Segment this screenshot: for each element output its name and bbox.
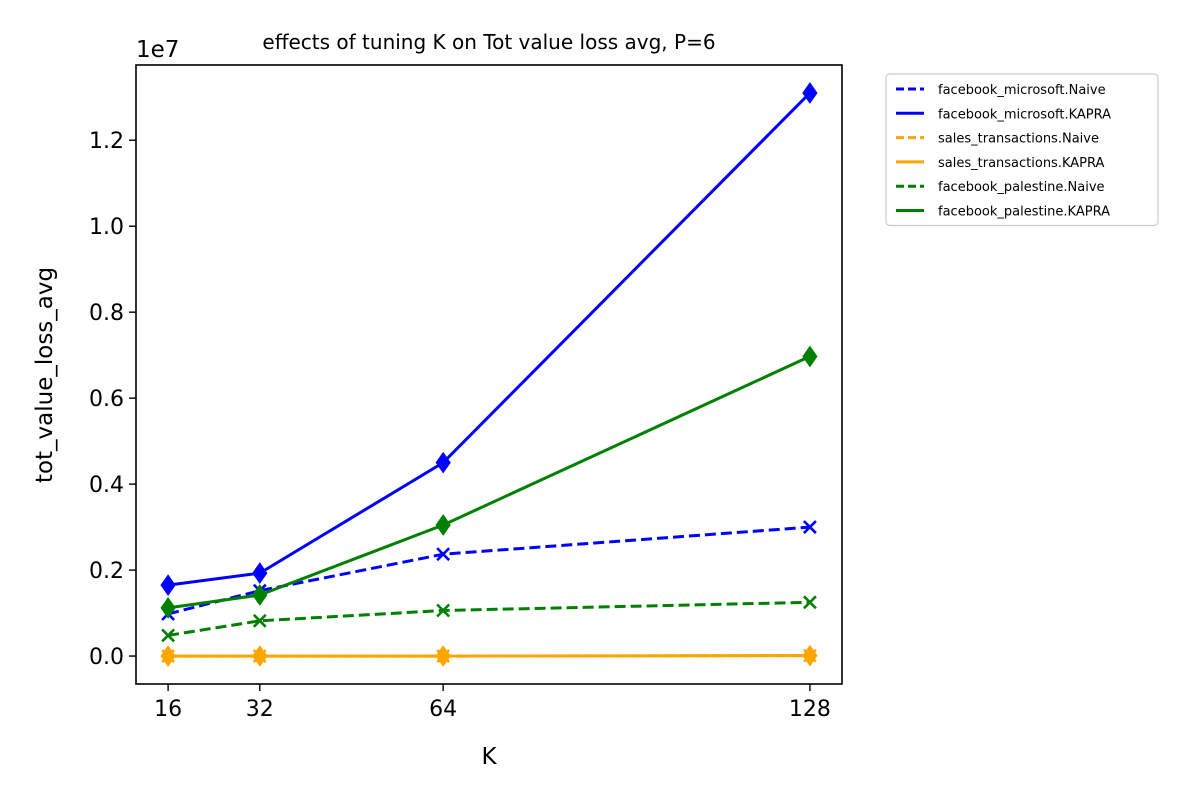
data-point — [252, 645, 268, 667]
legend-entry: sales_transactions.Naive — [938, 132, 1099, 147]
legend-entry: facebook_palestine.Naive — [938, 180, 1105, 195]
data-point — [161, 628, 176, 643]
legend-entry: facebook_microsoft.KAPRA — [938, 107, 1111, 122]
y-tick-label: 1.0 — [89, 215, 124, 240]
y-offset-label: 1e7 — [136, 37, 179, 63]
x-tick-label: 16 — [154, 697, 182, 722]
y-tick-label: 0.4 — [89, 473, 124, 498]
data-point — [802, 345, 818, 368]
series-5 — [160, 345, 818, 619]
y-tick-label: 0.0 — [89, 645, 124, 670]
legend: facebook_microsoft.Naive facebook_microso… — [885, 73, 1159, 227]
x-tick-label: 64 — [429, 697, 457, 722]
data-point — [435, 645, 451, 667]
series-line — [167, 91, 811, 587]
series-4 — [161, 595, 817, 643]
x-tick-label: 128 — [789, 697, 831, 722]
series-line — [167, 600, 810, 637]
y-axis-label: tot_value_loss_avg — [32, 267, 58, 483]
data-point — [436, 603, 451, 618]
chart-title: effects of tuning K on Tot value loss av… — [262, 30, 715, 54]
series-1 — [160, 82, 818, 597]
plot-area: 0.0 0.2 0.4 0.6 0.8 1.0 1.2 16 32 64 128 — [89, 64, 843, 722]
data-point — [252, 613, 267, 628]
data-point — [802, 520, 817, 535]
data-point — [160, 597, 176, 619]
data-point — [252, 562, 268, 584]
data-point — [802, 595, 817, 610]
data-point — [160, 574, 176, 597]
legend-entry: facebook_palestine.KAPRA — [938, 205, 1110, 220]
data-point — [436, 547, 451, 562]
series-3 — [160, 644, 818, 667]
data-point — [802, 644, 818, 667]
series-line — [167, 525, 811, 616]
data-point — [252, 584, 268, 606]
legend-entry: sales_transactions.KAPRA — [938, 156, 1104, 171]
data-point — [435, 514, 451, 536]
y-tick-label: 1.2 — [89, 129, 124, 154]
data-point — [160, 645, 176, 667]
series-line — [167, 355, 811, 610]
data-point — [435, 451, 451, 474]
y-tick-label: 0.6 — [89, 387, 124, 412]
y-tick-label: 0.2 — [89, 559, 124, 584]
legend-entry: facebook_microsoft.Naive — [938, 83, 1106, 98]
plot-frame — [135, 64, 843, 685]
x-axis-label: K — [481, 744, 497, 770]
y-tick-label: 0.8 — [89, 301, 124, 326]
series-line — [168, 654, 810, 658]
legend-frame — [885, 73, 1159, 227]
x-tick-label: 32 — [246, 697, 274, 722]
data-point — [802, 82, 818, 104]
